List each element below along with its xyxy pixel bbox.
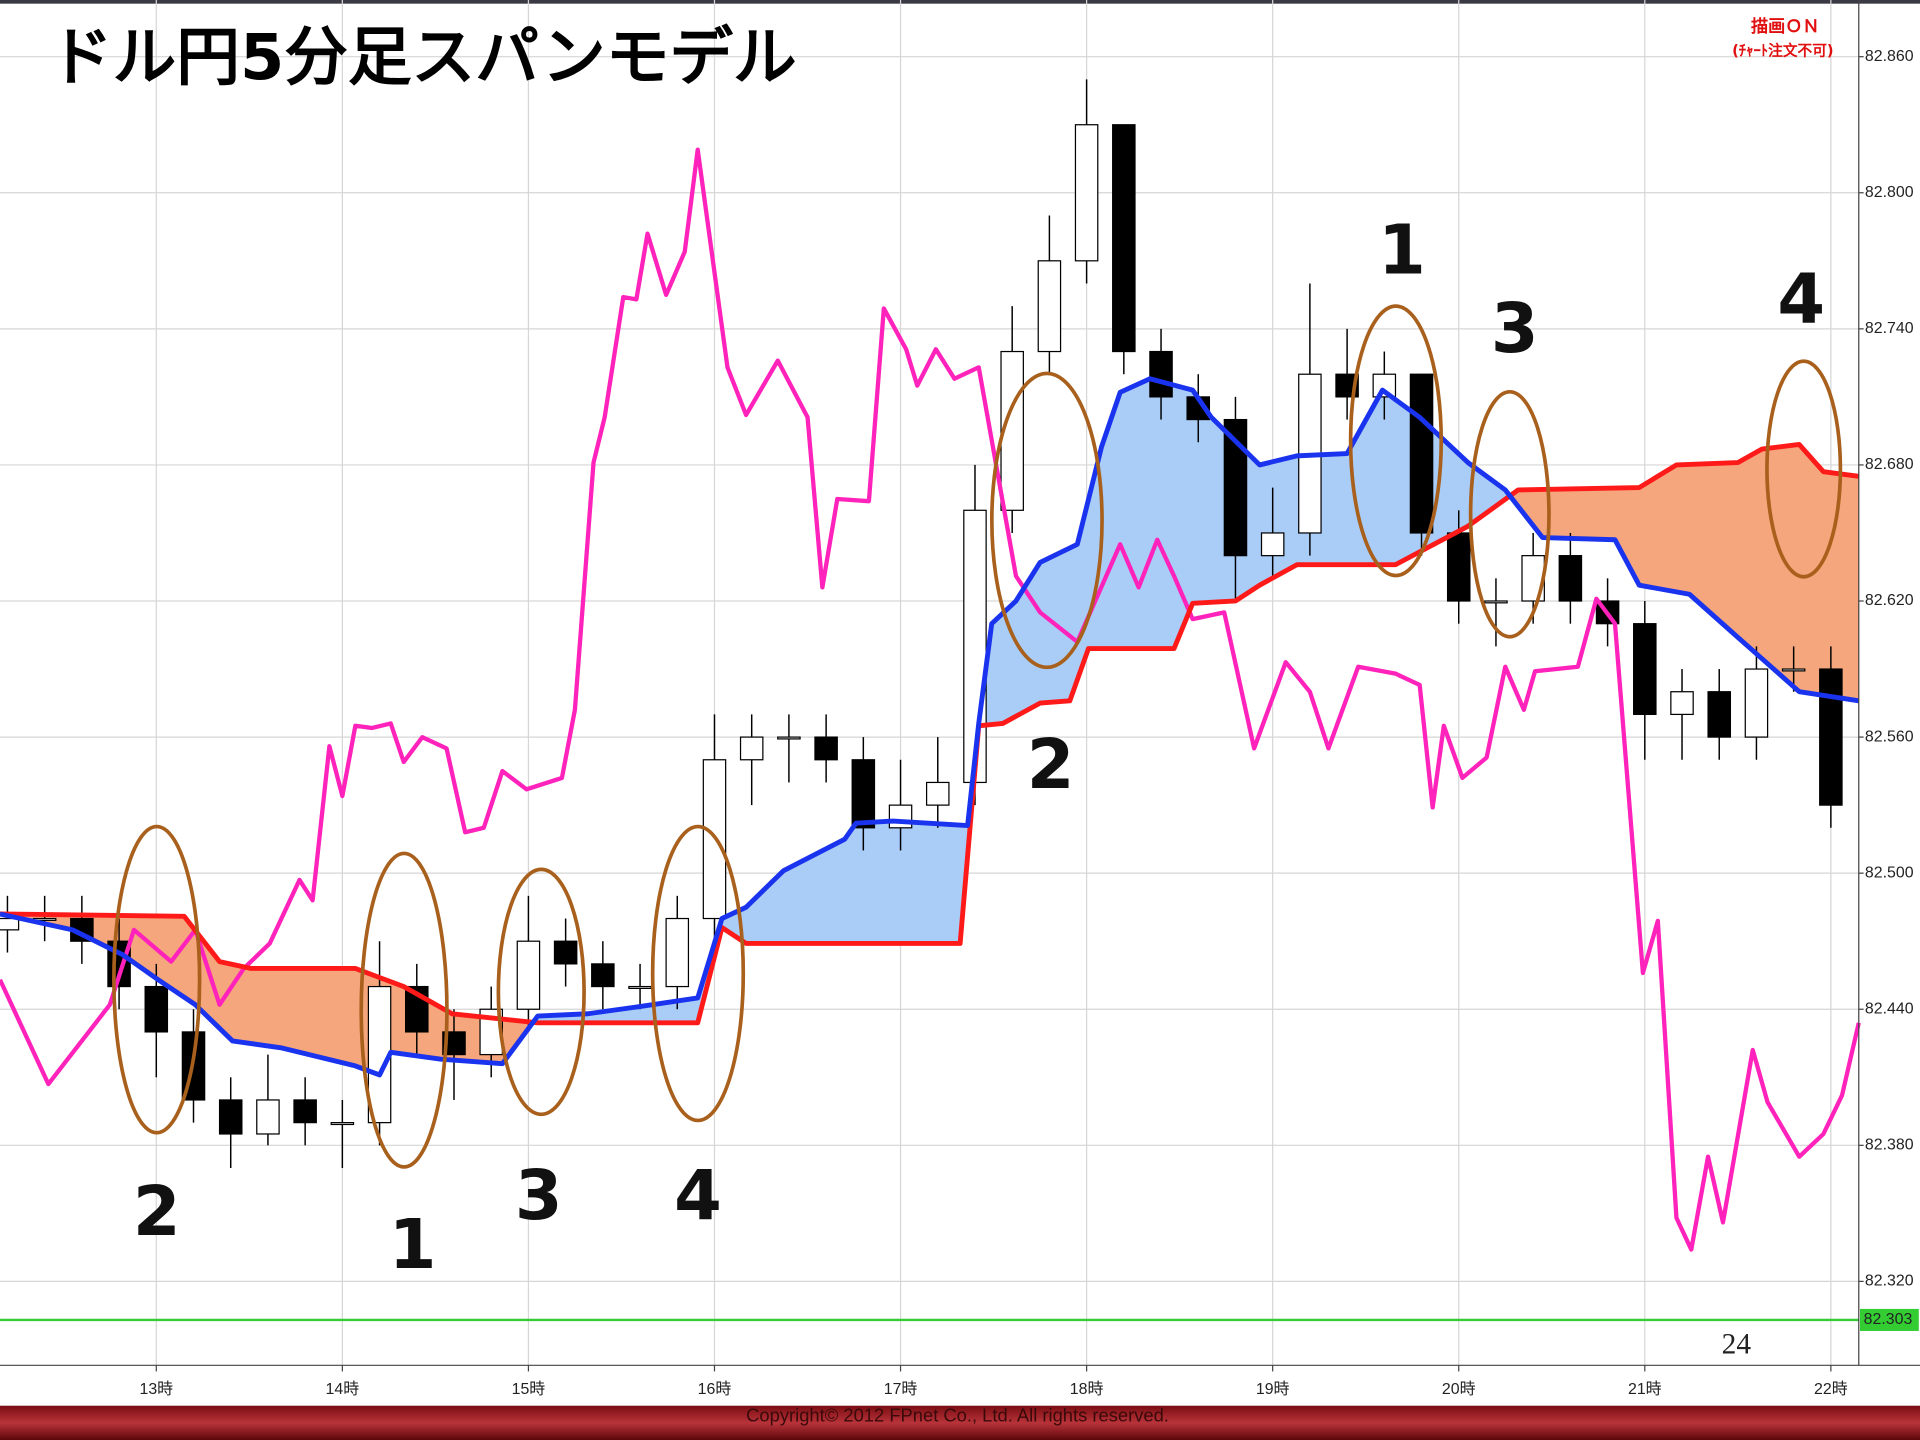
cloud-bull bbox=[0, 378, 1859, 1023]
candle-body bbox=[553, 940, 578, 965]
plot-area bbox=[0, 0, 1861, 1366]
highlight-ellipse bbox=[650, 824, 746, 1123]
annotation: 2 bbox=[1027, 725, 1075, 805]
top-bar bbox=[0, 0, 1920, 4]
annotation: 3 bbox=[1491, 289, 1539, 369]
y-tick-label: 82.860 bbox=[1865, 48, 1914, 65]
candle-body bbox=[628, 985, 652, 990]
candle-body bbox=[1223, 418, 1248, 557]
candle-body bbox=[1409, 373, 1434, 534]
y-tick-label: 82.500 bbox=[1865, 864, 1914, 881]
candle-body bbox=[442, 1031, 466, 1056]
candle-body bbox=[1819, 668, 1843, 806]
candle-body bbox=[1744, 668, 1769, 738]
x-tick-label: 19時 bbox=[1256, 1380, 1290, 1398]
candle-body bbox=[1372, 373, 1397, 398]
x-tick-label: 17時 bbox=[884, 1380, 918, 1398]
x-tick-label: 22時 bbox=[1814, 1380, 1848, 1398]
annotation: 4 bbox=[1777, 260, 1825, 340]
y-tick-label: 82.800 bbox=[1865, 184, 1914, 201]
y-tick-label: 82.560 bbox=[1865, 728, 1914, 745]
y-tick-label: 82.440 bbox=[1865, 1000, 1914, 1017]
candle-body bbox=[516, 940, 541, 1010]
annotation: 1 bbox=[389, 1205, 437, 1285]
highlight-ellipse bbox=[359, 851, 449, 1169]
x-tick-label: 14時 bbox=[326, 1380, 360, 1398]
candle-body bbox=[739, 736, 764, 761]
highlight-ellipse bbox=[496, 867, 586, 1117]
candle-body bbox=[1633, 623, 1657, 716]
candle-body bbox=[1037, 260, 1062, 353]
candle-body bbox=[293, 1099, 317, 1124]
y-tick-label: 82.620 bbox=[1865, 592, 1914, 609]
chart-title: ドル円5分足スパンモデル bbox=[49, 21, 797, 95]
line bbox=[0, 147, 1861, 1252]
highlight-ellipse bbox=[990, 371, 1104, 670]
candle-body bbox=[0, 917, 20, 931]
highlight-ellipse bbox=[1468, 390, 1551, 639]
candle-body bbox=[256, 1099, 280, 1135]
highlight-ellipse bbox=[1765, 359, 1843, 579]
candle-body bbox=[1484, 600, 1508, 604]
candle-body bbox=[591, 963, 615, 988]
notice: 描画ＯＮ bbox=[1751, 16, 1820, 37]
line bbox=[0, 442, 1860, 1026]
y-tick-label: 82.680 bbox=[1865, 456, 1914, 473]
y-tick-label: 82.740 bbox=[1865, 320, 1914, 337]
candle-body bbox=[1260, 532, 1285, 557]
annotation: 2 bbox=[133, 1172, 181, 1252]
candle-body bbox=[1558, 555, 1583, 602]
x-tick-label: 13時 bbox=[139, 1380, 173, 1398]
candle-body bbox=[925, 781, 950, 806]
notice: (ﾁｬｰﾄ注文不可) bbox=[1732, 41, 1834, 59]
candle-body bbox=[665, 917, 690, 988]
candle-body bbox=[1781, 668, 1806, 672]
x-tick-label: 20時 bbox=[1442, 1380, 1476, 1398]
candle-body bbox=[218, 1099, 243, 1135]
y-tick-label: 82.320 bbox=[1865, 1273, 1914, 1290]
annotation: 1 bbox=[1378, 211, 1426, 291]
candle-body bbox=[1074, 124, 1099, 262]
footer-bar bbox=[0, 1405, 1920, 1440]
candle-body bbox=[1446, 532, 1471, 602]
annotation: 3 bbox=[515, 1156, 563, 1236]
annotation: 4 bbox=[674, 1156, 722, 1236]
x-tick-label: 15時 bbox=[512, 1380, 546, 1398]
candle-body bbox=[144, 985, 169, 1033]
candle-body bbox=[330, 1122, 355, 1126]
highlight-ellipse bbox=[1348, 304, 1444, 578]
highlight-ellipse bbox=[112, 824, 202, 1135]
copyright: Copyright© 2012 FPnet Co., Ltd. All righ… bbox=[746, 1405, 1169, 1426]
candle-body bbox=[1149, 350, 1173, 398]
line bbox=[0, 376, 1860, 1078]
candle-body bbox=[777, 736, 801, 740]
candle-body bbox=[1112, 124, 1136, 353]
x-tick-label: 18時 bbox=[1070, 1380, 1104, 1398]
page-number: 24 bbox=[1722, 1329, 1752, 1361]
candle-body bbox=[1707, 691, 1732, 738]
candle-body bbox=[1000, 350, 1024, 511]
current-price-box bbox=[1860, 1308, 1919, 1331]
candle-body bbox=[851, 759, 876, 829]
x-tick-label: 21時 bbox=[1628, 1380, 1662, 1398]
candle-body bbox=[814, 736, 838, 761]
current-price-label: 82.303 bbox=[1864, 1311, 1913, 1328]
y-tick-label: 82.380 bbox=[1865, 1137, 1914, 1154]
candle-body bbox=[1670, 691, 1694, 716]
x-tick-label: 16時 bbox=[698, 1380, 732, 1398]
